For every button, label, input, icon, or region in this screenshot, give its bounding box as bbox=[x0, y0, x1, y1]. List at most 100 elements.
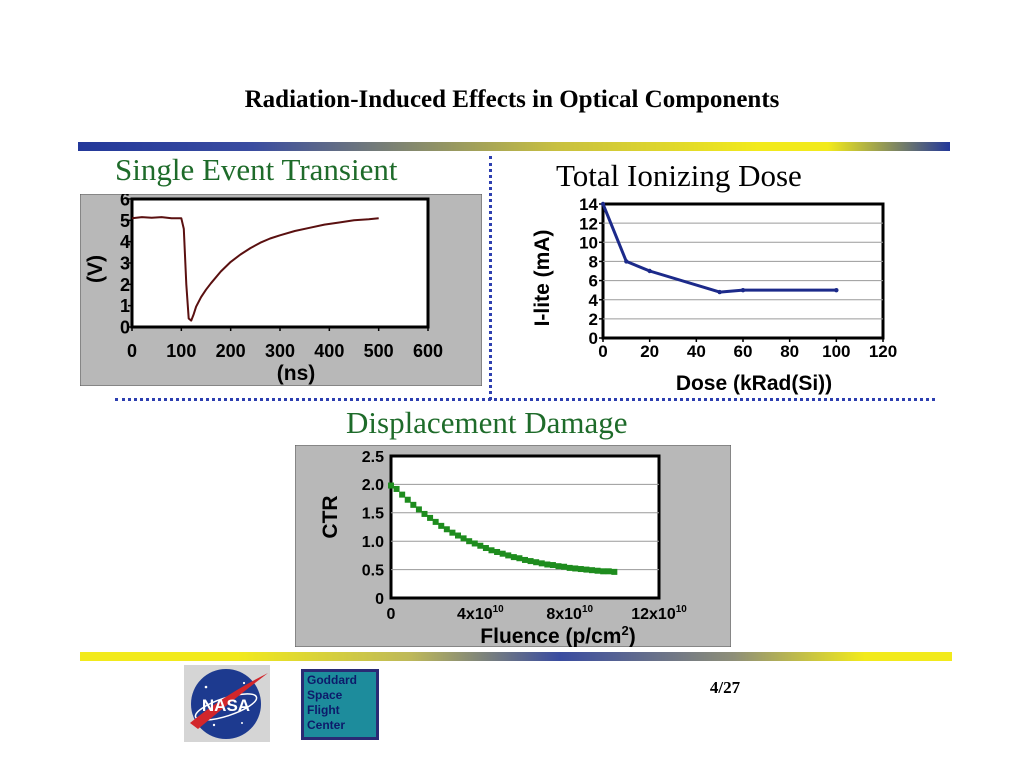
dd-data-point bbox=[566, 564, 573, 571]
vertical-dotted-divider bbox=[489, 156, 492, 400]
dd-data-point bbox=[466, 538, 473, 545]
dd-data-point bbox=[455, 532, 461, 539]
tid-series-line bbox=[601, 203, 837, 294]
dd-data-point bbox=[438, 522, 445, 529]
dd-data-point bbox=[589, 567, 595, 574]
nasa-logo-text: NASA bbox=[202, 696, 250, 715]
page-number: 4/27 bbox=[709, 678, 741, 697]
tid-y-tick-label: 14 bbox=[579, 196, 598, 214]
set-section-title: Single Event Transient bbox=[115, 152, 398, 187]
dd-x-axis-label: Fluence (p/cm2) bbox=[480, 623, 635, 647]
tid-plot-area bbox=[601, 202, 885, 340]
dd-data-point bbox=[583, 566, 590, 573]
dd-data-point bbox=[549, 562, 556, 569]
set-x-tick-label: 200 bbox=[216, 341, 246, 361]
dd-x-tick-label: 0 bbox=[387, 606, 396, 623]
tid-y-tick-label: 8 bbox=[589, 253, 598, 272]
bottom-gradient-divider bbox=[80, 652, 952, 661]
tid-x-tick-label: 120 bbox=[869, 342, 897, 361]
tid-x-tick-label: 0 bbox=[598, 342, 607, 361]
dd-y-tick-label: 2.5 bbox=[362, 449, 384, 466]
dd-data-point bbox=[527, 558, 534, 565]
dd-x-tick-label: 8x1010 bbox=[546, 604, 593, 623]
set-y-tick-label: 5 bbox=[120, 211, 130, 231]
tid-section-title: Total Ionizing Dose bbox=[556, 158, 802, 193]
dd-data-point bbox=[538, 560, 545, 567]
dd-y-tick-label: 2.0 bbox=[362, 477, 384, 494]
tid-data-point bbox=[740, 287, 746, 293]
set-x-tick-label: 100 bbox=[166, 341, 196, 361]
dd-data-point bbox=[399, 491, 406, 498]
svg-text:Goddard: Goddard bbox=[307, 673, 357, 687]
dd-data-point bbox=[432, 518, 439, 525]
dd-data-point bbox=[415, 506, 422, 513]
tid-y-tick-label: 6 bbox=[589, 272, 598, 291]
tid-x-axis-label: Dose (kRad(Si)) bbox=[676, 372, 832, 395]
dd-data-point bbox=[494, 548, 501, 555]
dd-data-point bbox=[561, 563, 568, 570]
tid-y-tick-label: 12 bbox=[579, 214, 598, 233]
dd-data-point bbox=[555, 563, 562, 570]
tid-x-tick-label: 20 bbox=[640, 342, 659, 361]
set-x-tick-label: 500 bbox=[364, 341, 394, 361]
dd-data-point bbox=[533, 559, 540, 566]
dd-data-point bbox=[488, 547, 495, 554]
dd-data-point bbox=[605, 568, 612, 575]
dd-data-point bbox=[544, 561, 551, 568]
tid-data-point bbox=[647, 268, 652, 274]
tid-x-tick-label: 100 bbox=[822, 342, 850, 361]
tid-x-tick-label: 40 bbox=[687, 342, 706, 361]
tid-y-axis-label: I-lite (mA) bbox=[531, 230, 554, 327]
dd-y-tick-label: 0 bbox=[375, 591, 384, 608]
dd-data-point bbox=[600, 568, 607, 575]
dd-data-point bbox=[594, 567, 601, 574]
set-x-tick-label: 0 bbox=[127, 341, 137, 361]
set-x-tick-label: 600 bbox=[413, 341, 443, 361]
dd-data-point bbox=[477, 542, 484, 549]
set-series-line bbox=[131, 216, 379, 322]
tid-data-point bbox=[834, 287, 839, 293]
dd-data-point bbox=[404, 496, 411, 503]
tid-data-point bbox=[717, 289, 722, 295]
dd-x-tick-label: 4x1010 bbox=[457, 604, 504, 623]
tid-data-point bbox=[624, 259, 629, 264]
dd-data-point bbox=[505, 552, 512, 559]
dd-data-point bbox=[499, 550, 506, 557]
dd-x-tick-label: 12x1010 bbox=[631, 604, 687, 623]
set-x-tick-label: 400 bbox=[314, 341, 344, 361]
tid-y-tick-label: 2 bbox=[589, 310, 598, 329]
top-gradient-divider bbox=[78, 142, 950, 151]
svg-text:Flight: Flight bbox=[307, 703, 340, 717]
tid-y-tick-label: 0 bbox=[589, 329, 598, 348]
tid-x-tick-label: 80 bbox=[780, 342, 799, 361]
dd-data-point bbox=[427, 514, 434, 521]
dd-data-point bbox=[577, 566, 584, 573]
nasa-logo-icon: NASA bbox=[184, 665, 270, 742]
dd-data-point bbox=[393, 485, 400, 492]
dd-data-point bbox=[516, 555, 523, 562]
tid-y-tick-label: 10 bbox=[579, 233, 598, 252]
goddard-logo-icon: Goddard Space Flight Center bbox=[301, 669, 379, 740]
set-y-tick-label: 6 bbox=[120, 194, 130, 209]
dd-data-point bbox=[388, 482, 394, 489]
tid-y-tick-label: 4 bbox=[589, 291, 599, 310]
dd-y-axis-label: CTR bbox=[319, 495, 342, 538]
dd-y-tick-label: 1.5 bbox=[362, 506, 384, 523]
tid-data-point bbox=[600, 201, 606, 207]
horizontal-dotted-divider bbox=[115, 398, 935, 401]
set-x-tick-label: 300 bbox=[265, 341, 295, 361]
slide-title: Radiation-Induced Effects in Optical Com… bbox=[244, 86, 780, 113]
dd-data-point bbox=[611, 568, 618, 575]
dd-data-point bbox=[572, 565, 579, 572]
dd-y-tick-label: 1.0 bbox=[362, 534, 384, 551]
dd-data-point bbox=[460, 535, 467, 542]
set-y-tick-label: 0 bbox=[120, 317, 130, 337]
dd-data-point bbox=[443, 526, 450, 533]
svg-text:Space: Space bbox=[307, 688, 343, 702]
dd-data-point bbox=[510, 554, 517, 561]
dd-section-title: Displacement Damage bbox=[346, 405, 628, 440]
dd-chart: 0 0.5 1.0 1.5 2.0 2.5 0 4x1010 8x1010 12x1010 CTR… bbox=[295, 445, 731, 647]
set-y-tick-label: 3 bbox=[120, 253, 130, 273]
set-y-axis-label: (V) bbox=[84, 255, 107, 283]
